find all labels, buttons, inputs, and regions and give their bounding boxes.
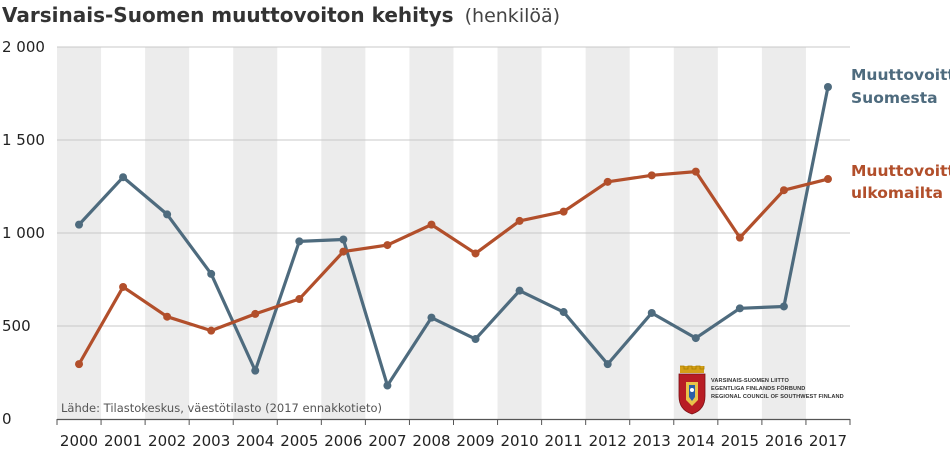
x-tick-label: 2015: [721, 432, 759, 450]
data-point: [735, 304, 744, 313]
x-tick-label: 2005: [280, 432, 318, 450]
council-logo: VARSINAIS-SUOMEN LIITTO EGENTLIGA FINLAN…: [678, 365, 844, 415]
x-tick-label: 2001: [104, 432, 142, 450]
chart-title-unit: (henkilöä): [465, 5, 560, 27]
data-point: [559, 207, 568, 216]
data-point: [691, 334, 700, 343]
data-point: [251, 309, 260, 318]
series-line: [77, 85, 830, 388]
x-tick-label: 2013: [633, 432, 671, 450]
source-note: Lähde: Tilastokeskus, väestötilasto (201…: [61, 401, 382, 415]
logo-line-1: VARSINAIS-SUOMEN LIITTO: [711, 378, 789, 384]
series-domestic: [75, 82, 832, 390]
data-point: [515, 286, 524, 295]
coat-of-arms-icon: [678, 365, 706, 415]
data-point: [339, 247, 348, 256]
data-point: [823, 175, 832, 184]
x-tick-label: 2004: [236, 432, 274, 450]
data-point: [735, 233, 744, 242]
data-point: [823, 82, 832, 91]
data-point: [75, 360, 84, 369]
data-point: [471, 335, 480, 344]
data-point: [163, 210, 172, 219]
legend-label: Muuttovoitto: [851, 162, 950, 180]
data-point: [251, 366, 260, 375]
x-tick-label: 2002: [148, 432, 186, 450]
data-point: [339, 235, 348, 244]
series-lines: [75, 82, 832, 390]
x-tick-label: 2003: [192, 432, 230, 450]
logo-line-3: REGIONAL COUNCIL OF SOUTHWEST FINLAND: [711, 394, 844, 400]
data-point: [207, 269, 216, 278]
x-tick-label: 2000: [60, 432, 98, 450]
logo-line-2: EGENTLIGA FINLANDS FÖRBUND: [711, 385, 805, 392]
data-point: [295, 237, 304, 246]
data-point: [647, 308, 656, 317]
data-point: [119, 173, 128, 182]
x-axis: 2000 2001 2002 2003 2004 2005 2006 2007 2008 2009…: [56, 418, 851, 450]
legend-label: Muuttovoitto: [851, 66, 950, 84]
data-point: [603, 177, 612, 186]
x-tick-label: 2014: [677, 432, 715, 450]
legend: Muuttovoitto Suomesta Muuttovoitto ulkomail…: [851, 66, 950, 202]
x-tick-label: 2007: [368, 432, 406, 450]
data-point: [603, 360, 612, 369]
x-tick-label: 2017: [809, 432, 847, 450]
chart-title: Varsinais-Suomen muuttovoiton kehitys (h…: [2, 3, 560, 27]
data-point: [75, 220, 84, 229]
data-point: [163, 312, 172, 321]
data-point: [559, 308, 568, 317]
data-point: [647, 171, 656, 180]
data-point: [779, 186, 788, 195]
legend-label: Suomesta: [851, 89, 938, 107]
y-axis-ticks: 0 500 1 000 1 500 2 000: [2, 38, 45, 428]
y-tick-label: 2 000: [2, 38, 45, 56]
y-tick-label: 1 000: [2, 224, 45, 242]
data-point: [119, 282, 128, 291]
data-point: [691, 167, 700, 176]
data-point: [383, 241, 392, 250]
x-tick-label: 2016: [765, 432, 803, 450]
legend-label: ulkomailta: [851, 184, 943, 202]
x-tick-label: 2009: [456, 432, 494, 450]
data-point: [515, 216, 524, 225]
y-tick-label: 0: [2, 410, 12, 428]
data-point: [427, 220, 436, 229]
gridlines: [57, 46, 850, 327]
data-point: [779, 302, 788, 311]
x-tick-label: 2012: [589, 432, 627, 450]
series-line: [77, 170, 830, 366]
x-tick-label: 2011: [545, 432, 583, 450]
chart-title-main: Varsinais-Suomen muuttovoiton kehitys: [2, 3, 454, 27]
data-point: [383, 381, 392, 390]
series-foreign: [75, 167, 832, 369]
x-tick-label: 2008: [412, 432, 450, 450]
data-point: [471, 249, 480, 258]
x-tick-label: 2006: [324, 432, 362, 450]
data-point: [295, 295, 304, 304]
x-tick-label: 2010: [500, 432, 538, 450]
y-tick-label: 1 500: [2, 131, 45, 149]
data-point: [427, 313, 436, 322]
data-point: [207, 326, 216, 335]
y-tick-label: 500: [2, 317, 31, 335]
